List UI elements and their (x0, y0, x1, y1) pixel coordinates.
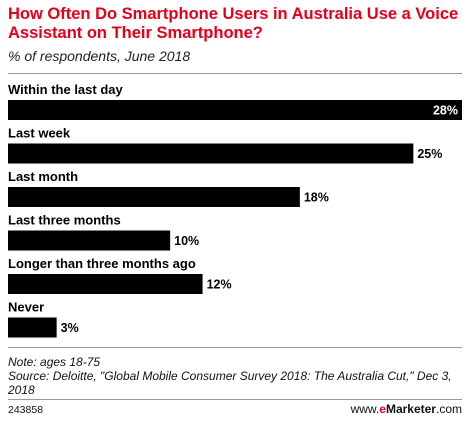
value-label-never: 3% (61, 321, 79, 335)
bar-chart: Within the last day 28% Last week 25% Last m… (8, 82, 462, 338)
value-label-within-the-last-day: 28% (433, 104, 458, 118)
bar-never (8, 317, 57, 338)
chart-subtitle: % of respondents, June 2018 (8, 48, 191, 64)
brand-suffix: .com (435, 402, 462, 416)
category-label-within-the-last-day: Within the last day (8, 82, 123, 97)
bar-last-month (8, 187, 300, 207)
category-label-last-three-months: Last three months (8, 213, 121, 228)
brand-main: Marketer (385, 402, 436, 416)
header-divider (8, 73, 462, 74)
bar-longer-than-three-months-ago (8, 274, 203, 294)
brand-prefix: www. (350, 402, 380, 416)
bar-within-the-last-day (8, 100, 462, 120)
category-label-never: Never (8, 300, 44, 315)
category-label-longer-than-three-months-ago: Longer than three months ago (8, 256, 196, 271)
bar-last-three-months (8, 230, 171, 251)
value-label-last-week: 25% (417, 147, 442, 161)
chart-notes: Note: ages 18-75 Source: Deloitte, "Glob… (8, 355, 460, 397)
note-text: Note: ages 18-75 (8, 355, 101, 369)
chart-title: How Often Do Smartphone Users in Austral… (8, 5, 459, 42)
chart-id: 243858 (8, 404, 44, 416)
emarketer-logo: www.eMarketer.com (351, 402, 462, 416)
footer-divider (8, 399, 462, 400)
bar-last-week (8, 143, 414, 164)
value-label-longer-than-three-months-ago: 12% (207, 278, 232, 292)
value-label-last-three-months: 10% (174, 234, 199, 248)
category-label-last-week: Last week (8, 126, 71, 141)
brand-e: e (379, 402, 386, 416)
category-label-last-month: Last month (8, 169, 78, 184)
notes-divider (8, 347, 462, 348)
source-text: Source: Deloitte, "Global Mobile Consume… (8, 369, 452, 397)
value-label-last-month: 18% (304, 191, 329, 205)
